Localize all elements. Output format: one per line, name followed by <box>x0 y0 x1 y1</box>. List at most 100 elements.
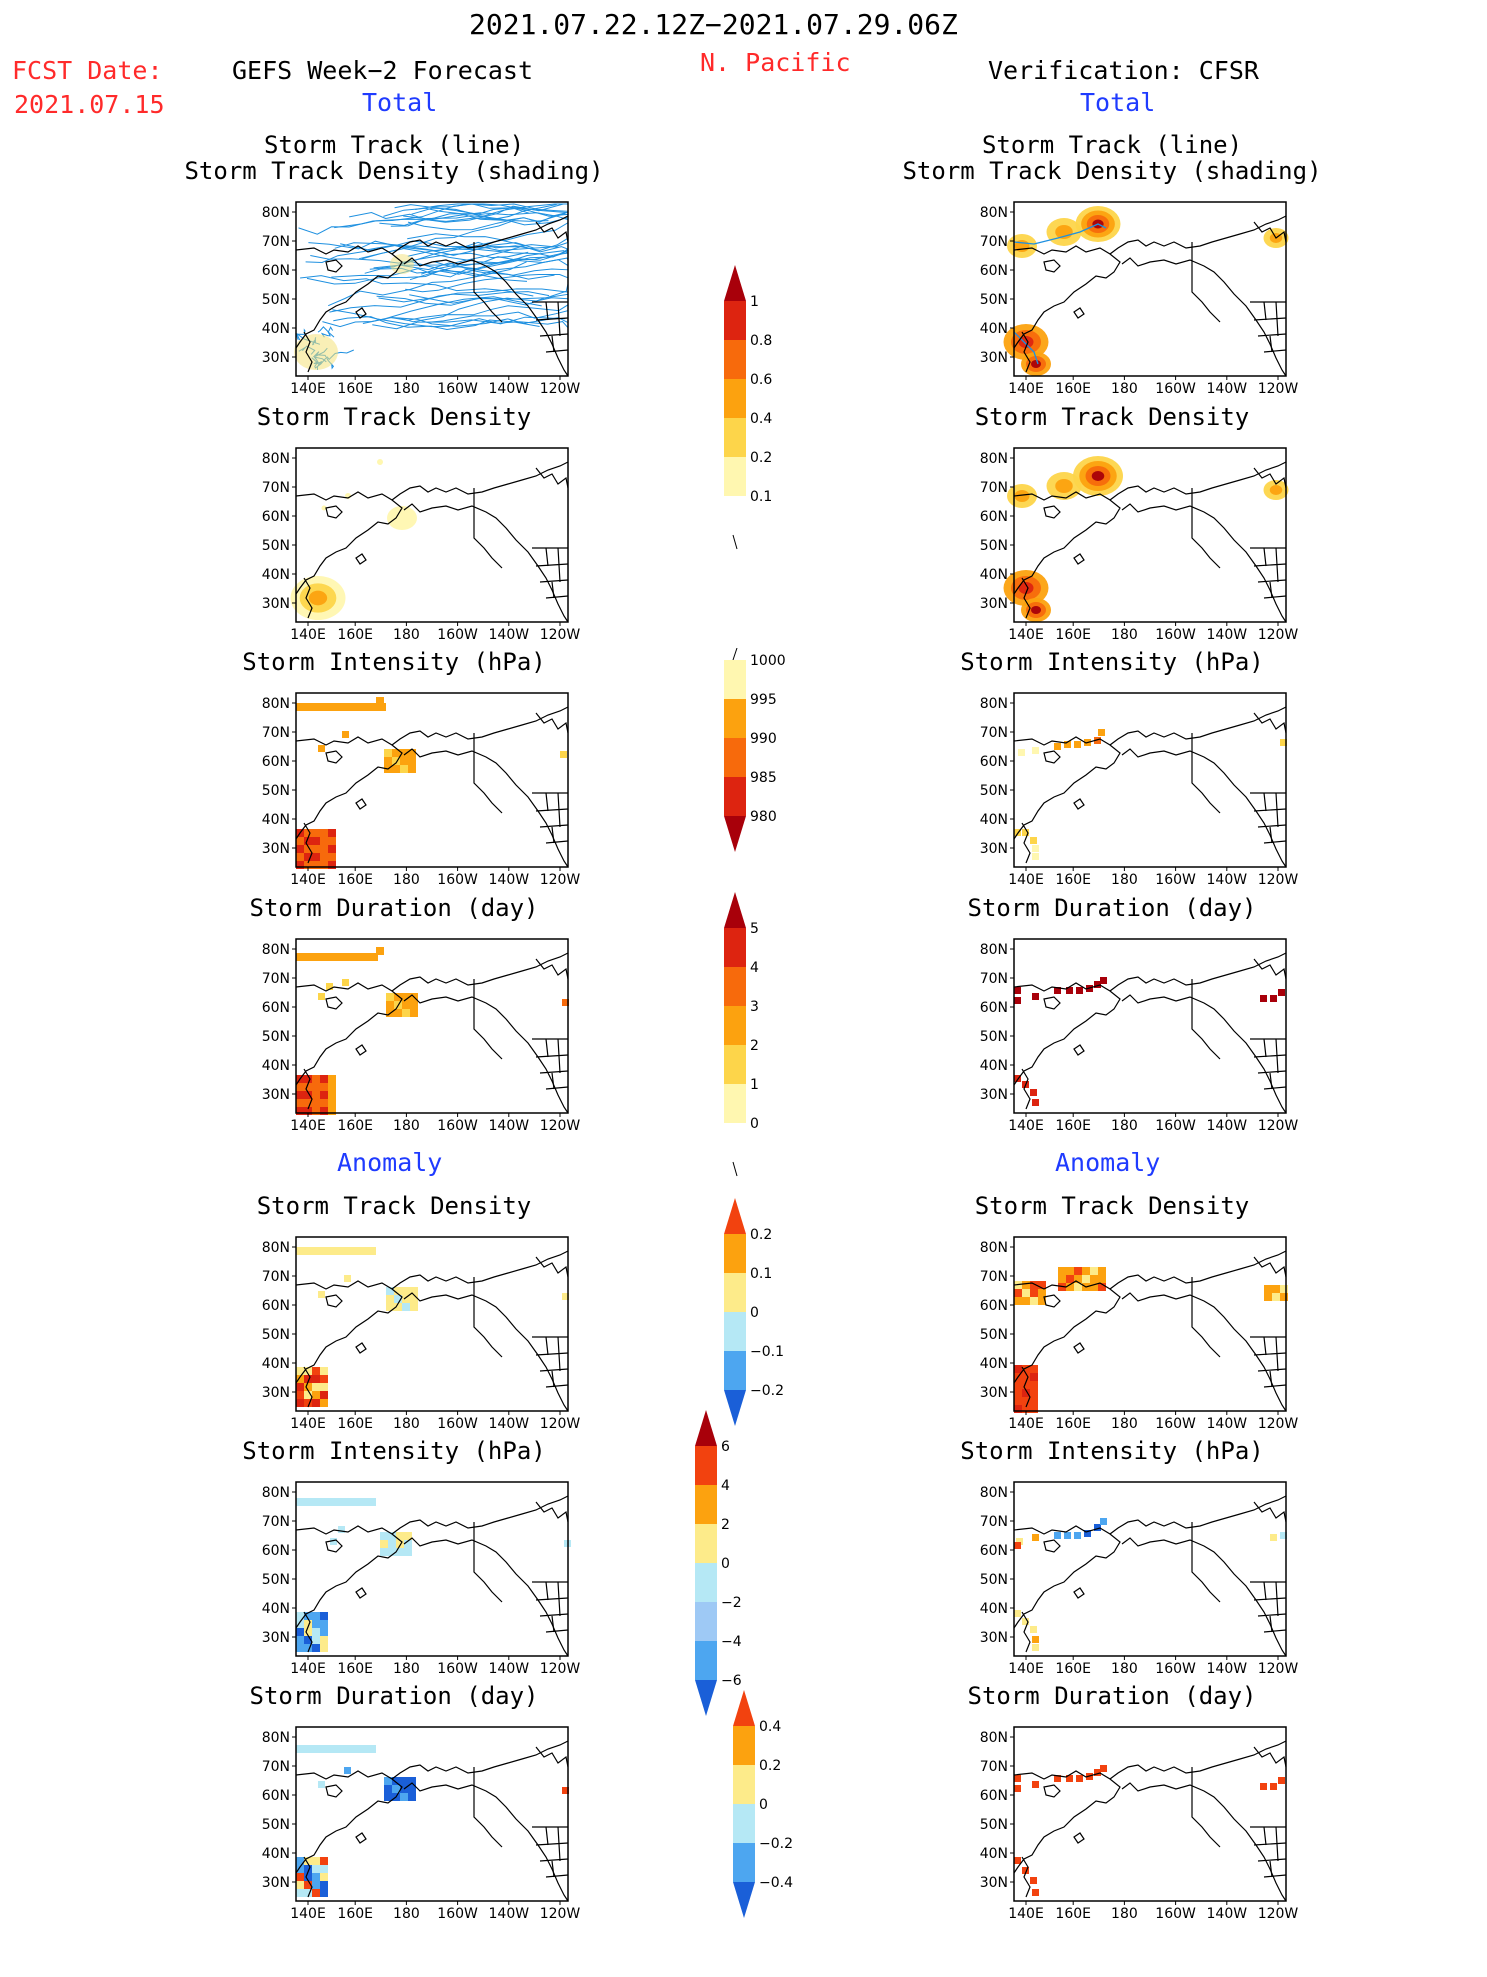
lon-tick-label: 140W <box>1207 1118 1248 1134</box>
lon-tick-label: 180 <box>393 872 420 888</box>
map-left-track: 140E 160E 180 160W 140W 120W 80N 70N 60N 50N 40N 30… <box>256 198 580 402</box>
lat-tick-label: 70N <box>262 1514 290 1530</box>
lat-tick-label: 70N <box>980 1514 1008 1530</box>
lon-tick-label: 160E <box>1055 381 1091 397</box>
lon-tick-label: 140W <box>1207 1906 1248 1922</box>
lat-tick-label: 50N <box>980 538 1008 554</box>
lat-tick-label: 80N <box>262 1485 290 1501</box>
lon-tick-label: 180 <box>1111 1118 1138 1134</box>
right-density-title: Storm Track Density <box>974 403 1250 431</box>
right-anom-duration-title: Storm Duration (day) <box>967 1682 1257 1710</box>
colorbar-tick-label: 6 <box>721 1439 730 1455</box>
lat-tick-label: 30N <box>262 1630 290 1646</box>
lat-tick-label: 40N <box>262 1058 290 1074</box>
lon-tick-label: 140W <box>489 872 530 888</box>
lon-tick-label: 140W <box>1207 872 1248 888</box>
lon-tick-label: 160E <box>1055 872 1091 888</box>
lon-tick-label: 160W <box>437 381 478 397</box>
lon-tick-label: 160E <box>337 1906 373 1922</box>
lon-tick-label: 120W <box>1258 381 1299 397</box>
left-track-shading-title: Storm Track Density (shading) <box>184 157 604 185</box>
lat-tick-label: 30N <box>980 1630 1008 1646</box>
lon-tick-label: 120W <box>540 1661 581 1677</box>
lat-tick-label: 70N <box>980 480 1008 496</box>
lat-tick-label: 60N <box>262 509 290 525</box>
map-left-anom-intensity: 140E 160E 180 160W 140W 120W 80N 70N 60N 50N 40N 30… <box>256 1478 580 1682</box>
lat-tick-label: 40N <box>262 567 290 583</box>
lat-tick-label: 30N <box>980 596 1008 612</box>
lat-tick-label: 60N <box>262 1000 290 1016</box>
region-title: N. Pacific <box>700 48 851 77</box>
lon-tick-label: 160E <box>337 1416 373 1432</box>
colorbar-tick-label: 1 <box>750 1077 759 1093</box>
lat-tick-label: 80N <box>980 1485 1008 1501</box>
right-duration-title: Storm Duration (day) <box>967 894 1257 922</box>
lon-tick-label: 120W <box>1258 1118 1299 1134</box>
lat-tick-label: 80N <box>980 1730 1008 1746</box>
lat-tick-label: 30N <box>980 350 1008 366</box>
lon-tick-label: 140W <box>1207 1661 1248 1677</box>
lon-tick-label: 160E <box>337 1661 373 1677</box>
lon-tick-label: 160W <box>437 627 478 643</box>
lat-tick-label: 50N <box>980 292 1008 308</box>
lat-tick-label: 30N <box>262 1087 290 1103</box>
lon-tick-label: 140W <box>1207 381 1248 397</box>
fcst-date-value: 2021.07.15 <box>14 90 165 119</box>
lon-tick-label: 140E <box>1008 627 1044 643</box>
lat-tick-label: 60N <box>262 1298 290 1314</box>
lon-tick-label: 180 <box>1111 872 1138 888</box>
lat-tick-label: 40N <box>980 1846 1008 1862</box>
lat-tick-label: 80N <box>262 205 290 221</box>
map-right-track: 140E 160E 180 160W 140W 120W 80N 70N 60N 50N 40N 30… <box>974 198 1298 402</box>
lon-tick-label: 160E <box>337 627 373 643</box>
lon-tick-label: 140E <box>1008 1906 1044 1922</box>
colorbar-tick-label: 0.2 <box>750 450 772 466</box>
lat-tick-label: 50N <box>262 1029 290 1045</box>
colorbar-tick-label: 0 <box>759 1797 768 1813</box>
map-right-anom-duration: 140E 160E 180 160W 140W 120W 80N 70N 60N 50N 40N 30… <box>974 1723 1298 1927</box>
lon-tick-label: 120W <box>540 1118 581 1134</box>
lon-tick-label: 160E <box>337 381 373 397</box>
colorbar-tick-label: 0 <box>750 1116 759 1132</box>
colorbar-tick-label: 2 <box>721 1517 730 1533</box>
lat-tick-label: 50N <box>262 1572 290 1588</box>
right-column-title: Verification: CFSR <box>988 56 1259 85</box>
colorbar-intensity-total: 1000 995 990 985 980 <box>724 647 804 907</box>
lat-tick-label: 70N <box>980 234 1008 250</box>
lon-tick-label: 180 <box>1111 381 1138 397</box>
lon-tick-label: 160W <box>1155 381 1196 397</box>
lon-tick-label: 160E <box>1055 1661 1091 1677</box>
colorbar-tick-label: 0.2 <box>750 1227 772 1243</box>
lat-tick-label: 70N <box>262 1759 290 1775</box>
lat-tick-label: 80N <box>262 1240 290 1256</box>
lon-tick-label: 140W <box>489 1661 530 1677</box>
lat-tick-label: 50N <box>980 783 1008 799</box>
lon-tick-label: 160W <box>437 1416 478 1432</box>
colorbar-tick-label: 1000 <box>750 653 786 669</box>
lat-tick-label: 80N <box>980 696 1008 712</box>
left-anom-intensity-title: Storm Intensity (hPa) <box>242 1437 546 1465</box>
lon-tick-label: 140W <box>1207 1416 1248 1432</box>
lon-tick-label: 180 <box>393 627 420 643</box>
map-left-density: 140E 160E 180 160W 140W 120W 80N 70N 60N 50N 40N 30… <box>256 444 580 648</box>
lon-tick-label: 120W <box>1258 1416 1299 1432</box>
lat-tick-label: 50N <box>262 783 290 799</box>
fcst-date-label: FCST Date: <box>12 56 163 85</box>
lat-tick-label: 60N <box>980 1000 1008 1016</box>
lat-tick-label: 40N <box>980 1601 1008 1617</box>
left-anom-density-title: Storm Track Density <box>256 1192 532 1220</box>
lat-tick-label: 50N <box>980 1327 1008 1343</box>
colorbar-tick-label: 4 <box>721 1478 730 1494</box>
lon-tick-label: 140W <box>489 381 530 397</box>
lat-tick-label: 50N <box>262 1327 290 1343</box>
map-left-duration: 140E 160E 180 160W 140W 120W 80N 70N 60N 50N 40N 30… <box>256 935 580 1139</box>
lat-tick-label: 80N <box>262 451 290 467</box>
right-track-shading-title: Storm Track Density (shading) <box>902 157 1322 185</box>
lon-tick-label: 180 <box>393 1906 420 1922</box>
lon-tick-label: 180 <box>393 1661 420 1677</box>
colorbar-tick-label: 0.1 <box>750 489 772 505</box>
lon-tick-label: 120W <box>540 1416 581 1432</box>
lat-tick-label: 30N <box>262 1385 290 1401</box>
left-total-label: Total <box>362 88 438 117</box>
lon-tick-label: 160E <box>1055 1118 1091 1134</box>
